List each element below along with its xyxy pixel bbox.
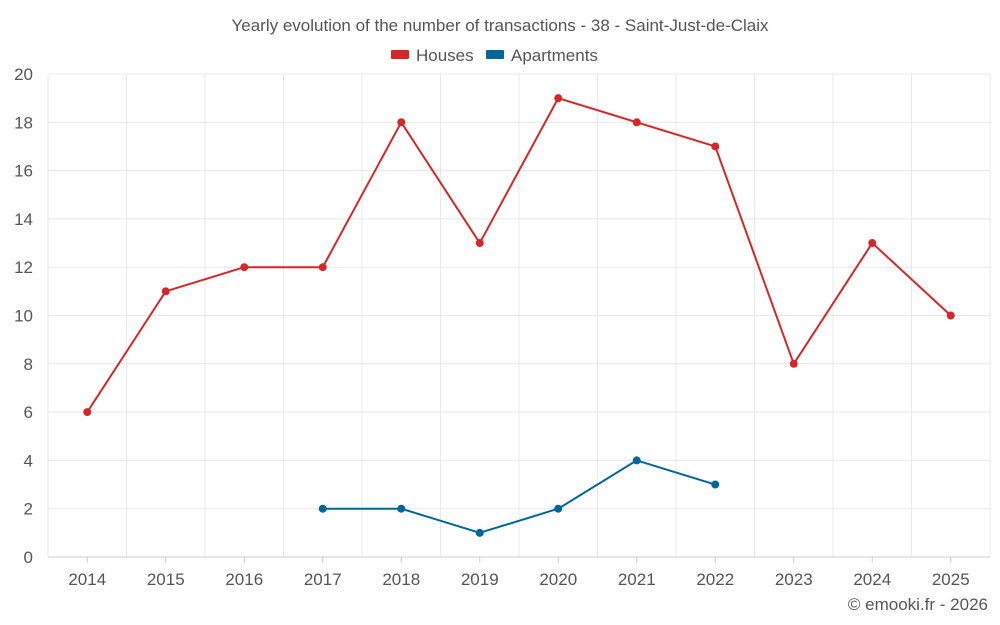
- legend-swatch-apartments: [486, 50, 504, 59]
- y-tick-label: 4: [24, 451, 33, 470]
- legend-label-apartments[interactable]: Apartments: [511, 46, 598, 65]
- data-point-apartments[interactable]: [554, 504, 563, 513]
- series-line-houses: [86, 97, 952, 413]
- data-point-houses[interactable]: [318, 263, 327, 272]
- x-tick-label: 2023: [775, 570, 813, 589]
- data-point-houses[interactable]: [83, 408, 92, 417]
- credit-text: © emooki.fr - 2026: [848, 595, 988, 614]
- data-point-houses[interactable]: [397, 118, 406, 127]
- series-line-apartments: [322, 459, 716, 534]
- x-tick-label: 2018: [382, 570, 420, 589]
- y-tick-label: 20: [14, 65, 33, 84]
- data-point-houses[interactable]: [554, 94, 563, 103]
- data-points: [83, 94, 955, 537]
- data-point-apartments[interactable]: [475, 528, 484, 537]
- data-point-houses[interactable]: [161, 287, 170, 296]
- data-point-apartments[interactable]: [397, 504, 406, 513]
- data-point-houses[interactable]: [632, 118, 641, 127]
- x-tick-label: 2016: [225, 570, 263, 589]
- x-tick-label: 2021: [618, 570, 656, 589]
- data-point-apartments[interactable]: [318, 504, 327, 513]
- series-lines: [86, 97, 952, 534]
- data-point-houses[interactable]: [711, 142, 720, 151]
- x-tick-label: 2020: [539, 570, 577, 589]
- x-tick-label: 2019: [461, 570, 499, 589]
- x-tick-label: 2014: [68, 570, 106, 589]
- data-point-houses[interactable]: [475, 239, 484, 248]
- y-tick-label: 14: [14, 210, 33, 229]
- legend-label-houses[interactable]: Houses: [416, 46, 474, 65]
- axes: 0 2 4 6 8 10 12 14 16 18 20 2014 2015 2016 2017 2018 201…: [14, 65, 990, 589]
- data-point-apartments[interactable]: [632, 456, 641, 465]
- data-point-houses[interactable]: [946, 311, 955, 320]
- y-tick-label: 10: [14, 307, 33, 326]
- data-point-houses[interactable]: [789, 359, 798, 368]
- data-point-houses[interactable]: [240, 263, 249, 272]
- x-tick-label: 2022: [696, 570, 734, 589]
- x-tick-label: 2017: [304, 570, 342, 589]
- legend: Houses Apartments: [391, 46, 598, 65]
- grid: [47, 73, 991, 557]
- x-tick-label: 2025: [932, 570, 970, 589]
- y-tick-label: 0: [24, 548, 33, 567]
- chart-title: Yearly evolution of the number of transa…: [231, 16, 769, 35]
- x-tick-label: 2024: [853, 570, 891, 589]
- legend-swatch-houses: [391, 50, 409, 59]
- y-tick-label: 12: [14, 258, 33, 277]
- y-tick-label: 16: [14, 162, 33, 181]
- y-tick-label: 2: [24, 500, 33, 519]
- y-tick-label: 18: [14, 113, 33, 132]
- y-tick-label: 6: [24, 403, 33, 422]
- data-point-apartments[interactable]: [711, 480, 720, 489]
- y-tick-label: 8: [24, 355, 33, 374]
- x-tick-label: 2015: [147, 570, 185, 589]
- data-point-houses[interactable]: [868, 239, 877, 248]
